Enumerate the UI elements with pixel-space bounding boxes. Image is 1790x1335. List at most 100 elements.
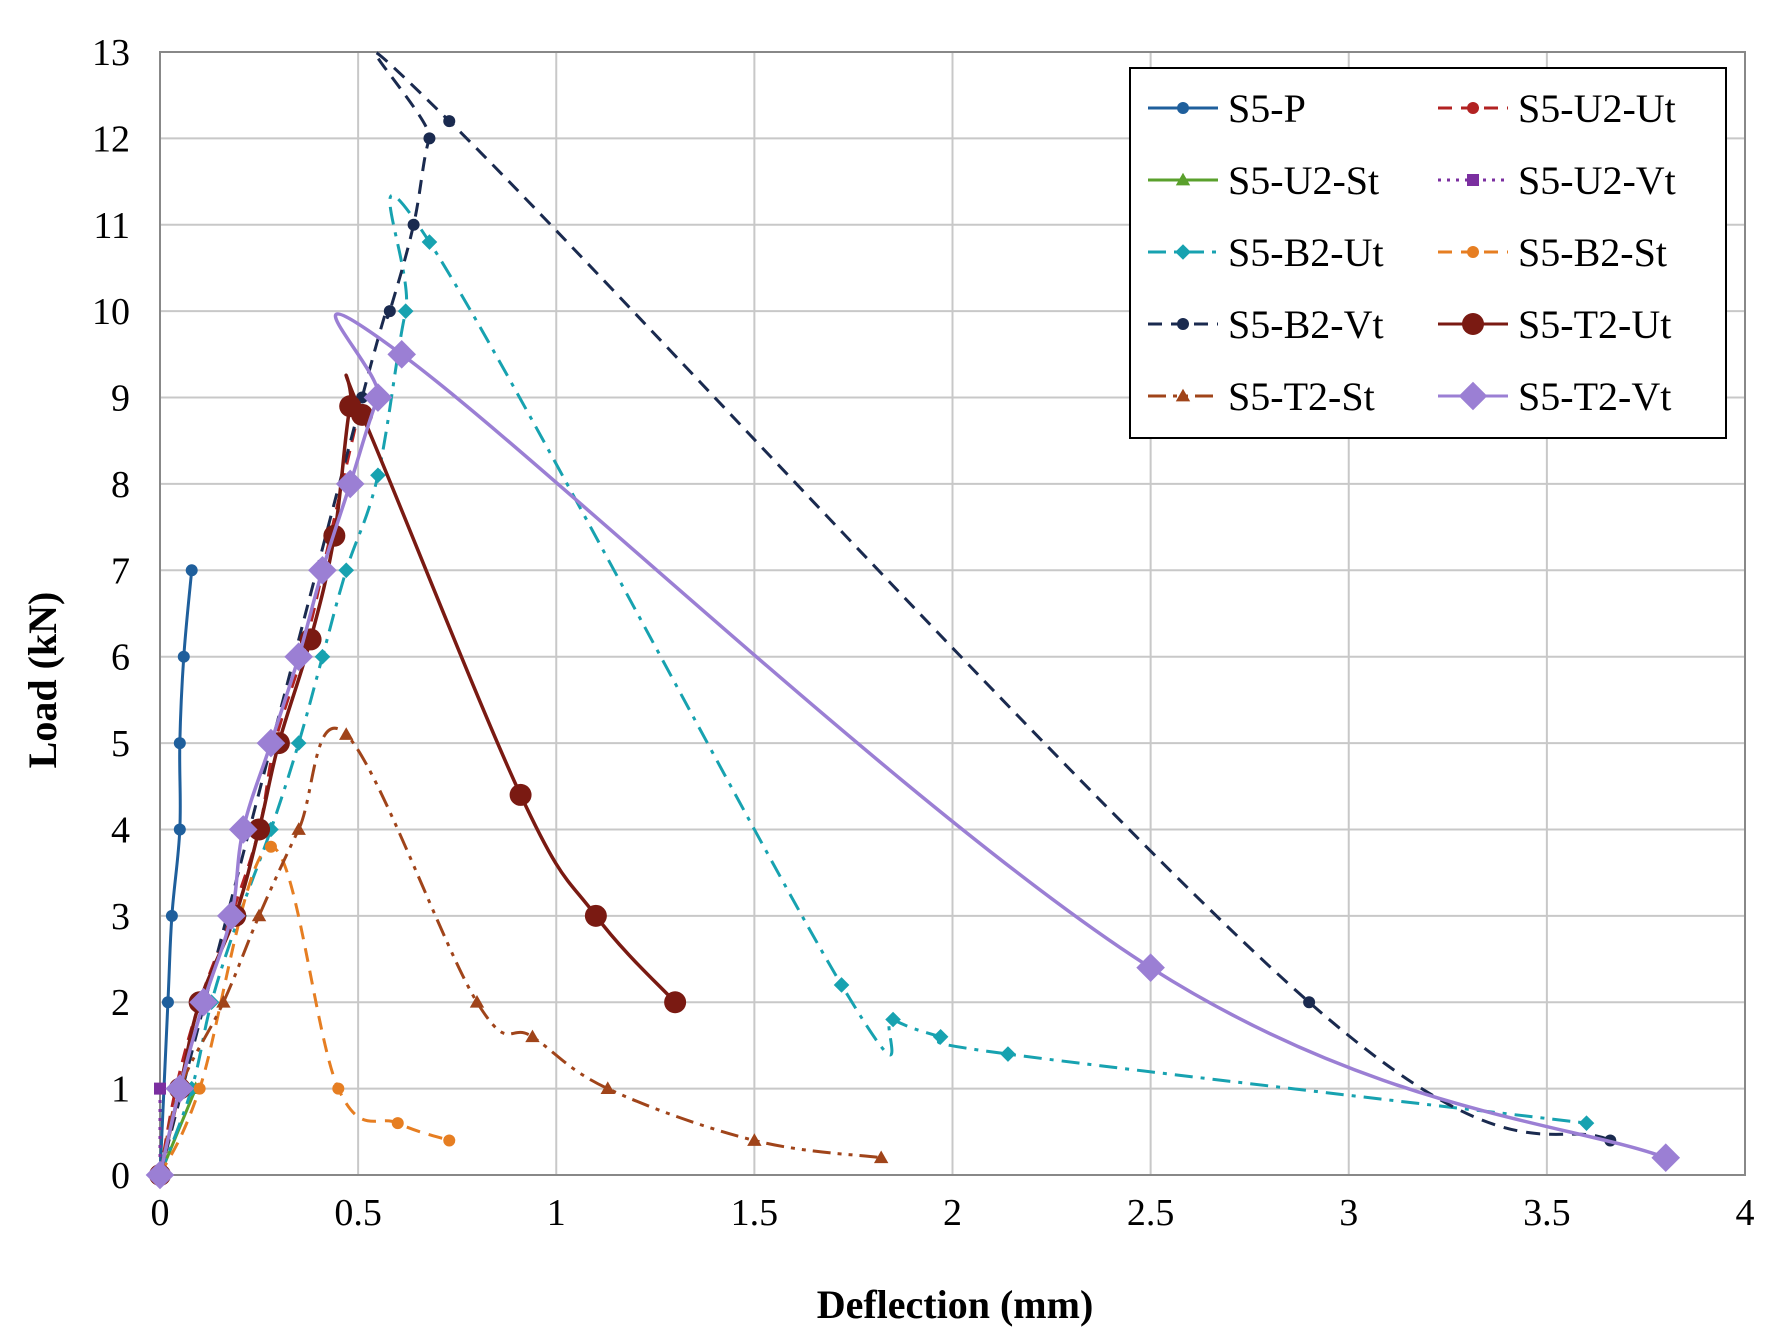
data-point-s5-b2-vt bbox=[1303, 996, 1316, 1009]
y-tick-label: 10 bbox=[92, 291, 130, 333]
data-point-s5-b2-ut bbox=[338, 562, 355, 579]
y-tick-label: 4 bbox=[111, 809, 130, 851]
data-point-s5-t2-st bbox=[216, 995, 231, 1008]
x-tick-label: 4 bbox=[1736, 1192, 1755, 1234]
x-tick-label: 3 bbox=[1339, 1192, 1358, 1234]
legend-label: S5-U2-Vt bbox=[1518, 158, 1676, 203]
data-point-s5-t2-st bbox=[873, 1150, 889, 1164]
legend-label: S5-B2-Ut bbox=[1228, 230, 1384, 275]
legend-label: S5-U2-Ut bbox=[1518, 86, 1676, 131]
legend-swatch-marker bbox=[1175, 172, 1191, 186]
legend-item-s5-b2-ut: S5-B2-Ut bbox=[1148, 230, 1384, 275]
series-line-s5-t2-st bbox=[158, 726, 882, 1176]
legend-swatch-marker bbox=[1467, 246, 1479, 258]
legend-label: S5-T2-Vt bbox=[1518, 374, 1671, 419]
legend-swatch-marker bbox=[1177, 102, 1189, 114]
legend-swatch-marker bbox=[1467, 174, 1479, 186]
legend-item-s5-b2-st: S5-B2-St bbox=[1438, 230, 1667, 275]
plot-frame bbox=[159, 51, 1746, 1176]
data-point-s5-b2-ut bbox=[314, 648, 331, 665]
y-tick-label: 9 bbox=[111, 378, 130, 420]
legend-swatch-marker bbox=[1462, 313, 1484, 335]
data-point-s5-b2-ut bbox=[932, 1028, 949, 1045]
legend-swatch-marker bbox=[1175, 388, 1191, 402]
legend-label: S5-T2-Ut bbox=[1518, 302, 1671, 347]
series-layer bbox=[145, 50, 1681, 1190]
data-point-s5-t2-vt bbox=[217, 901, 246, 931]
data-point-s5-b2-vt bbox=[423, 132, 436, 145]
data-point-s5-b2-st bbox=[391, 1117, 404, 1130]
data-point-s5-t2-ut bbox=[509, 783, 532, 806]
data-point-s5-t2-st bbox=[291, 822, 306, 835]
legend-box bbox=[1129, 67, 1727, 439]
data-point-s5-t2-st bbox=[747, 1133, 762, 1146]
data-point-s5-p bbox=[177, 650, 190, 663]
legend-label: S5-P bbox=[1228, 86, 1306, 131]
y-tick-label: 1 bbox=[111, 1069, 130, 1111]
data-point-s5-p bbox=[173, 737, 186, 750]
data-point-s5-p bbox=[173, 823, 186, 836]
y-tick-label: 12 bbox=[92, 118, 130, 160]
legend-label: S5-B2-Vt bbox=[1228, 302, 1384, 347]
data-point-s5-p bbox=[165, 909, 178, 922]
legend-item-s5-u2-st: S5-U2-St bbox=[1148, 158, 1379, 203]
data-point-s5-t2-vt bbox=[335, 469, 365, 499]
legend-swatch-marker bbox=[1175, 244, 1191, 260]
legend-swatch-marker bbox=[1177, 318, 1189, 330]
data-point-s5-b2-vt bbox=[383, 305, 396, 318]
data-point-s5-t2-ut bbox=[248, 818, 271, 841]
legend-item-s5-b2-vt: S5-B2-Vt bbox=[1148, 302, 1384, 347]
legend-label: S5-T2-St bbox=[1228, 374, 1375, 419]
data-point-s5-t2-st bbox=[469, 995, 485, 1008]
legend-item-s5-u2-vt: S5-U2-Vt bbox=[1438, 158, 1676, 203]
data-point-s5-t2-st bbox=[339, 727, 354, 740]
data-point-s5-p bbox=[185, 564, 198, 577]
series-line-s5-b2-ut bbox=[158, 193, 1587, 1176]
data-point-s5-b2-vt bbox=[407, 218, 420, 231]
data-point-s5-b2-ut bbox=[1000, 1046, 1016, 1062]
y-tick-label: 11 bbox=[93, 205, 130, 247]
data-point-s5-b2-st bbox=[264, 840, 277, 853]
data-point-s5-t2-ut bbox=[664, 991, 687, 1014]
data-point-s5-t2-st bbox=[600, 1081, 615, 1095]
legend-label: S5-U2-St bbox=[1228, 158, 1379, 203]
x-tick-label: 1 bbox=[547, 1192, 566, 1234]
y-tick-label: 2 bbox=[111, 982, 130, 1024]
x-tick-label: 0 bbox=[151, 1192, 170, 1234]
data-point-s5-b2-ut bbox=[833, 977, 850, 993]
data-point-s5-t2-vt bbox=[308, 556, 337, 585]
legend-swatch-marker bbox=[1458, 381, 1488, 411]
y-tick-label: 6 bbox=[111, 637, 130, 679]
legend-label: S5-B2-St bbox=[1518, 230, 1667, 275]
data-point-s5-t2-vt bbox=[228, 815, 258, 844]
legend-item-s5-t2-ut: S5-T2-Ut bbox=[1438, 302, 1671, 347]
data-point-s5-t2-vt bbox=[387, 340, 417, 369]
x-tick-label: 1.5 bbox=[731, 1192, 779, 1234]
data-point-s5-p bbox=[161, 996, 174, 1009]
x-tick-label: 0.5 bbox=[334, 1192, 382, 1234]
data-point-s5-b2-st bbox=[193, 1082, 206, 1095]
data-point-s5-t2-vt bbox=[189, 987, 218, 1017]
y-tick-label: 0 bbox=[111, 1155, 130, 1197]
data-point-s5-t2-vt bbox=[256, 728, 286, 758]
data-point-s5-b2-ut bbox=[1578, 1115, 1595, 1131]
data-point-s5-b2-ut bbox=[885, 1011, 901, 1028]
data-point-s5-b2-ut bbox=[370, 467, 386, 484]
y-tick-label: 5 bbox=[111, 723, 130, 765]
y-tick-label: 7 bbox=[111, 550, 130, 592]
data-point-s5-b2-ut bbox=[421, 234, 438, 250]
legend-item-s5-u2-ut: S5-U2-Ut bbox=[1438, 86, 1676, 131]
legend-item-s5-t2-vt: S5-T2-Vt bbox=[1438, 374, 1671, 419]
x-axis-title: Deflection (mm) bbox=[817, 1282, 1094, 1327]
data-point-s5-t2-vt bbox=[1651, 1143, 1681, 1173]
data-point-s5-b2-st bbox=[332, 1082, 345, 1095]
data-point-s5-b2-ut bbox=[290, 735, 307, 751]
data-point-s5-t2-st bbox=[525, 1029, 540, 1043]
x-tick-label: 2.5 bbox=[1127, 1192, 1175, 1234]
y-axis-title: Load (kN) bbox=[20, 592, 65, 769]
data-point-s5-b2-ut bbox=[397, 303, 414, 319]
series-s5-b2-st bbox=[154, 840, 456, 1181]
data-point-s5-t2-ut bbox=[351, 403, 374, 426]
legend: S5-P S5-U2-Ut S5-U2-St S5-U2-Vt S5-B2-Ut S5-B… bbox=[1129, 67, 1727, 439]
